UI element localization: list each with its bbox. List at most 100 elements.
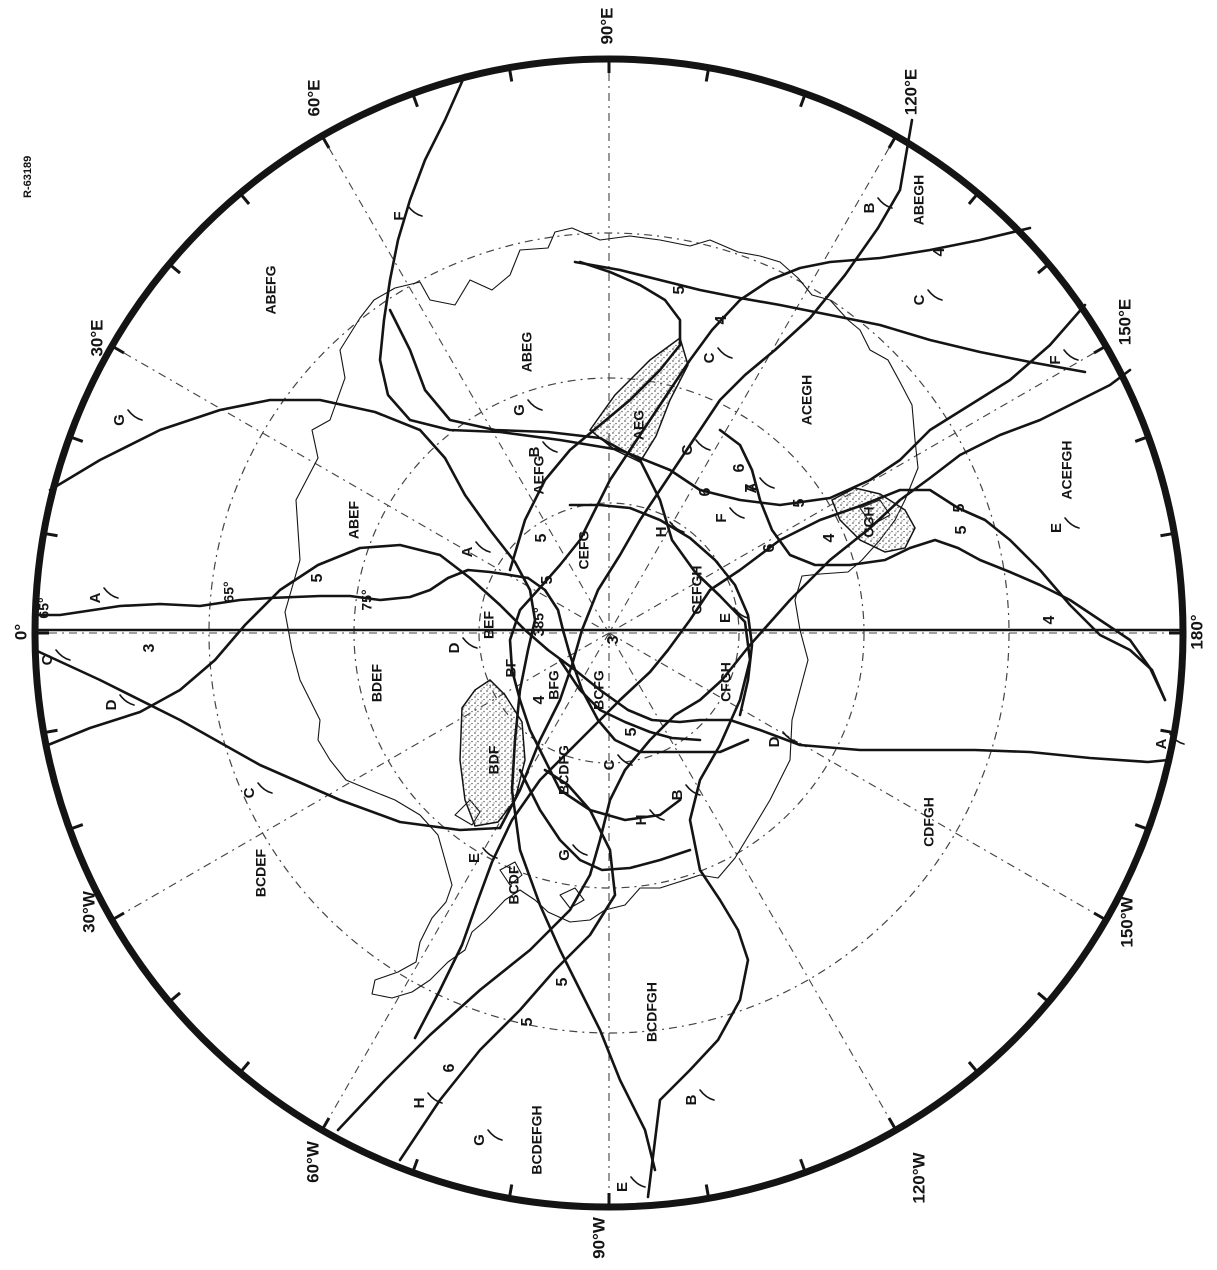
- region-label: ABEG: [519, 332, 535, 373]
- longitude-label: 150°W: [1117, 895, 1136, 947]
- boundary-arrow: [649, 809, 665, 821]
- region-label: BCDEFGH: [529, 1105, 545, 1174]
- boundary-label: C: [679, 444, 696, 455]
- boundary-arrow: [103, 587, 119, 599]
- boundary-label: C: [39, 654, 56, 665]
- boundary-arrow: [572, 844, 588, 856]
- boundary-label: B: [526, 446, 543, 457]
- boundary-arrow: [257, 782, 273, 794]
- number-label: 4: [1041, 615, 1058, 624]
- longitude-label: 60°W: [303, 1140, 322, 1183]
- number-label: 4: [531, 695, 548, 704]
- boundary-label: G: [111, 414, 128, 426]
- boundary-arrow: [487, 1129, 503, 1141]
- boundary-6-line: [718, 428, 1167, 702]
- boundary-label: E: [614, 1182, 631, 1192]
- coastline-eurasia: [284, 227, 919, 999]
- boundary-label: D: [766, 736, 783, 747]
- region-label: BCDFGH: [644, 982, 660, 1042]
- region-label: CDFGH: [921, 797, 937, 847]
- boundary-label: B: [683, 1094, 700, 1105]
- meridians: [49, 73, 1169, 1193]
- number-label: 5: [539, 575, 556, 584]
- boundary-label: H: [411, 1098, 428, 1109]
- boundary-labels: A A A A B B B B C C C C C C D D D E E E E F F F G G G G H H H: [39, 202, 1170, 1192]
- longitude-label: 120°W: [909, 1151, 928, 1203]
- boundary-lines: [33, 73, 1185, 1199]
- longitude-label: 180°: [1187, 614, 1206, 649]
- number-label: 5: [623, 727, 640, 736]
- region-label: BCFG: [591, 670, 607, 710]
- boundary-label: F: [713, 513, 730, 522]
- number-label: 3: [141, 643, 158, 652]
- boundary-arrow: [127, 409, 143, 421]
- region-label: ABEFG: [263, 265, 279, 314]
- map-frame: [31, 55, 1187, 1211]
- boundary-a-line: [33, 568, 530, 617]
- region-label: ACEFGH: [1059, 440, 1075, 499]
- boundary-5-line: [573, 260, 1087, 374]
- boundary-label: E: [1048, 523, 1065, 533]
- boundary-arrow: [927, 289, 943, 301]
- number-label: 3: [605, 635, 622, 644]
- boundary-arrow: [729, 507, 745, 519]
- number-label: 4: [821, 533, 838, 542]
- boundary-label: D: [103, 699, 120, 710]
- region-label: BCDF: [506, 865, 522, 904]
- boundary-arrow: [1064, 517, 1080, 529]
- longitude-label: 30°E: [87, 319, 106, 356]
- number-label: 5: [554, 977, 571, 986]
- boundary-4-line: [508, 226, 1032, 822]
- boundary-label: B: [861, 202, 878, 213]
- boundary-arrow: [685, 784, 701, 796]
- boundary-label: D: [446, 642, 463, 653]
- region-label: ABEF: [346, 501, 362, 540]
- latitude-label: 75°: [359, 589, 375, 610]
- longitude-labels: 0° 30°E 60°E 90°E 120°E 150°E 180° 150°W 120°W 90…: [11, 7, 1206, 1258]
- number-label: 6: [731, 463, 748, 472]
- boundary-label: C: [241, 787, 258, 798]
- boundary-label: E: [466, 853, 483, 863]
- latitude-label: 65°: [36, 597, 52, 618]
- boundary-arrow: [630, 1176, 646, 1188]
- longitude-label: 60°E: [304, 79, 323, 116]
- boundary-label: H: [653, 527, 670, 538]
- number-label: 3: [531, 627, 548, 636]
- boundary-e-line: [413, 488, 1167, 1040]
- region-label: BDEF: [369, 664, 385, 703]
- boundary-label: F: [1047, 355, 1064, 364]
- boundary-label: F: [391, 211, 408, 220]
- region-label: ABEGH: [911, 175, 927, 226]
- region-label: CFGH: [718, 662, 734, 702]
- region-label: BFG: [546, 670, 562, 700]
- boundary-arrow: [695, 439, 711, 451]
- number-label: 6: [761, 543, 778, 552]
- region-labels: ABEFGABEGACEGHABEGHACEFGHABEFAEFGAEGCEFG…: [253, 175, 1075, 1175]
- longitude-label: 90°E: [597, 7, 616, 44]
- coastlines: [284, 227, 919, 999]
- region-label: CEFGH: [689, 566, 705, 615]
- number-label: 5: [309, 573, 326, 582]
- boundary-label: H: [633, 815, 650, 826]
- region-label: BDF: [486, 745, 502, 774]
- boundary-label: E: [717, 613, 734, 623]
- boundary-arrow: [699, 1089, 715, 1101]
- boundary-label: G: [511, 404, 528, 416]
- boundary-label: C: [601, 759, 618, 770]
- number-label: 4: [713, 315, 730, 324]
- stipple-bdf: [459, 679, 526, 827]
- number-label: 7: [743, 483, 760, 492]
- number-label: 5: [671, 285, 688, 294]
- boundary-arrow: [617, 754, 633, 766]
- frame-ticks: [37, 61, 1181, 1205]
- boundary-label: A: [743, 482, 760, 493]
- latitude-labels: 65° 65° 75° 85°: [36, 581, 547, 628]
- boundary-label: A: [1153, 738, 1170, 749]
- boundary-bcdf-line: [518, 768, 692, 872]
- number-labels: 3 5 5 5 3 3 4 4 4 4 4 5 5 5 5 5 5 5 6 6 6 6 7: [141, 247, 1058, 1072]
- boundary-a2-line: [526, 576, 750, 754]
- boundary-arrow: [759, 477, 775, 489]
- region-label: AEFG: [531, 455, 547, 494]
- boundary-cefg-line: [568, 503, 754, 717]
